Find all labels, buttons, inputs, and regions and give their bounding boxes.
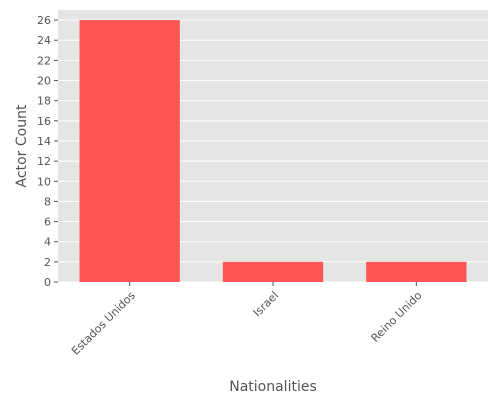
y-tick-label: 2 [44,256,51,269]
x-tick-label: Israel [251,289,281,319]
y-tick-label: 14 [37,135,51,148]
x-axis-ticks: Estados Unidos Israel Reino Unido [69,282,425,358]
y-tick-label: 24 [37,34,51,47]
y-tick-label: 8 [44,195,51,208]
y-tick-label: 0 [44,276,51,289]
y-tick-label: 6 [44,216,51,229]
bar-estados-unidos [79,20,180,283]
bar-reino-unido [366,261,467,282]
y-tick-label: 10 [37,175,51,188]
y-tick-label: 18 [37,95,51,108]
y-tick-label: 4 [44,236,51,249]
y-tick-label: 12 [37,155,51,168]
y-axis-title: Actor Count [14,104,30,187]
y-tick-label: 20 [37,75,51,88]
bar-israel [222,261,324,282]
bars [79,20,467,283]
y-tick-label: 16 [37,115,51,128]
x-tick-label: Estados Unidos [69,289,138,358]
x-axis-title: Nationalities [229,379,317,395]
y-tick-label: 26 [37,14,51,27]
y-tick-label: 22 [37,54,51,67]
x-tick-label: Reino Unido [369,289,425,345]
